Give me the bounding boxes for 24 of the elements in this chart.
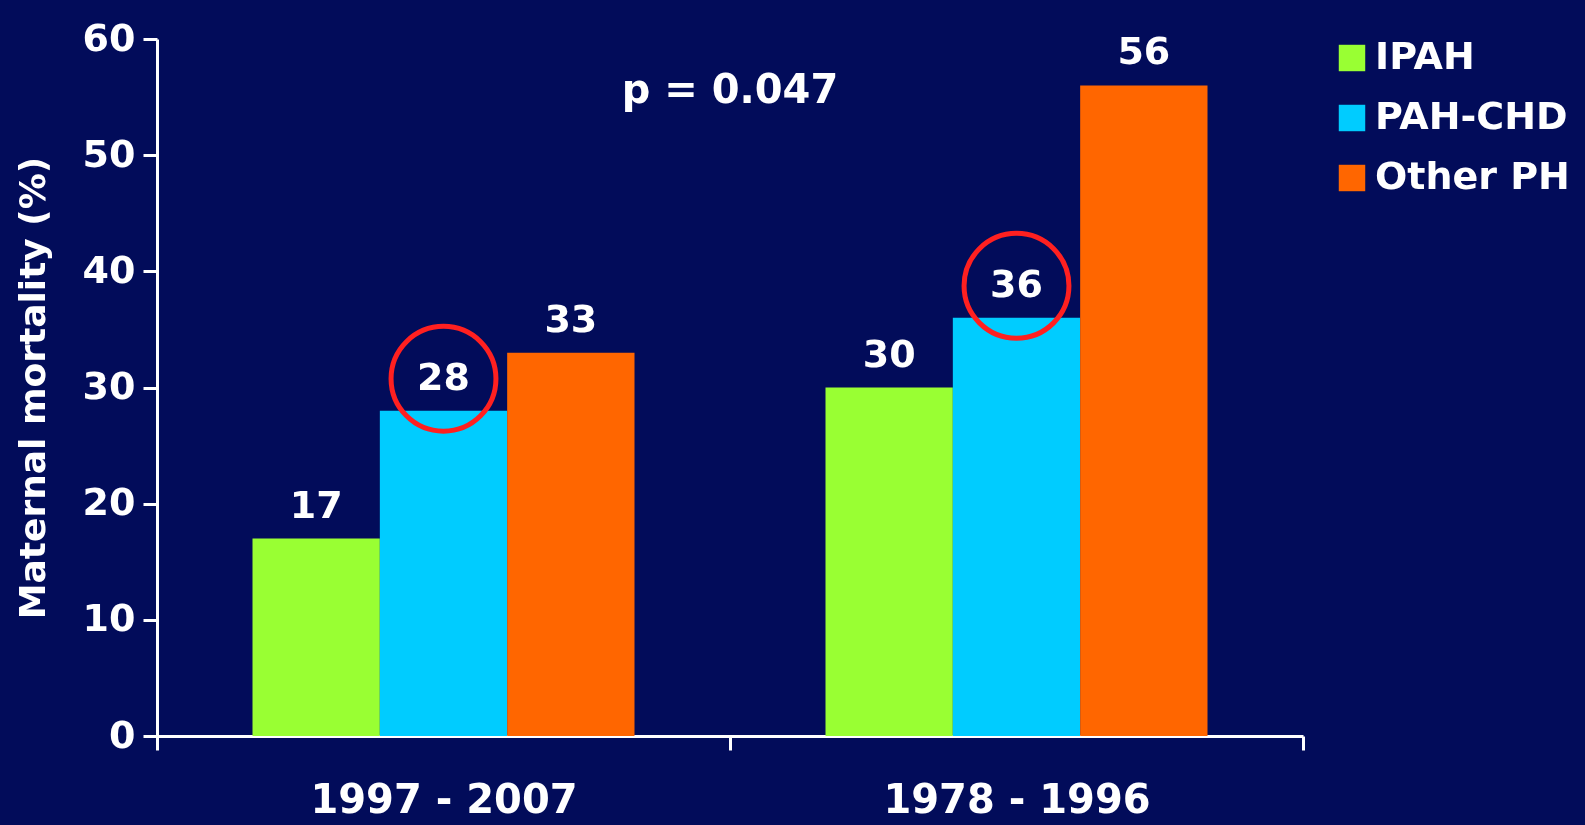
annotation: p = 0.047 (621, 66, 839, 112)
y-axis-title: Maternal mortality (%) (11, 156, 53, 620)
y-tick-label: 30 (82, 364, 136, 408)
bar (825, 387, 953, 736)
bar (1080, 85, 1208, 736)
y-tick-label: 40 (82, 247, 136, 292)
data-label: 17 (289, 482, 343, 527)
data-label: 28 (417, 354, 470, 399)
bar (252, 538, 380, 736)
x-tick-label: 1978 - 1996 (883, 775, 1151, 822)
legend-label: PAH-CHD (1375, 94, 1568, 138)
bar (507, 352, 635, 736)
data-label: 36 (990, 261, 1043, 306)
y-tick-label: 50 (82, 131, 136, 176)
legend-label: Other PH (1375, 154, 1570, 198)
x-tick-label: 1997 - 2007 (310, 775, 578, 822)
y-tick-label: 60 (82, 15, 136, 60)
data-label: 33 (544, 296, 598, 341)
y-tick-label: 0 (109, 712, 136, 757)
legend-label: IPAH (1375, 34, 1475, 78)
y-tick-label: 20 (82, 480, 136, 525)
data-label: 30 (862, 331, 916, 376)
y-tick-label: 10 (82, 596, 136, 641)
data-label: 56 (1117, 29, 1171, 74)
